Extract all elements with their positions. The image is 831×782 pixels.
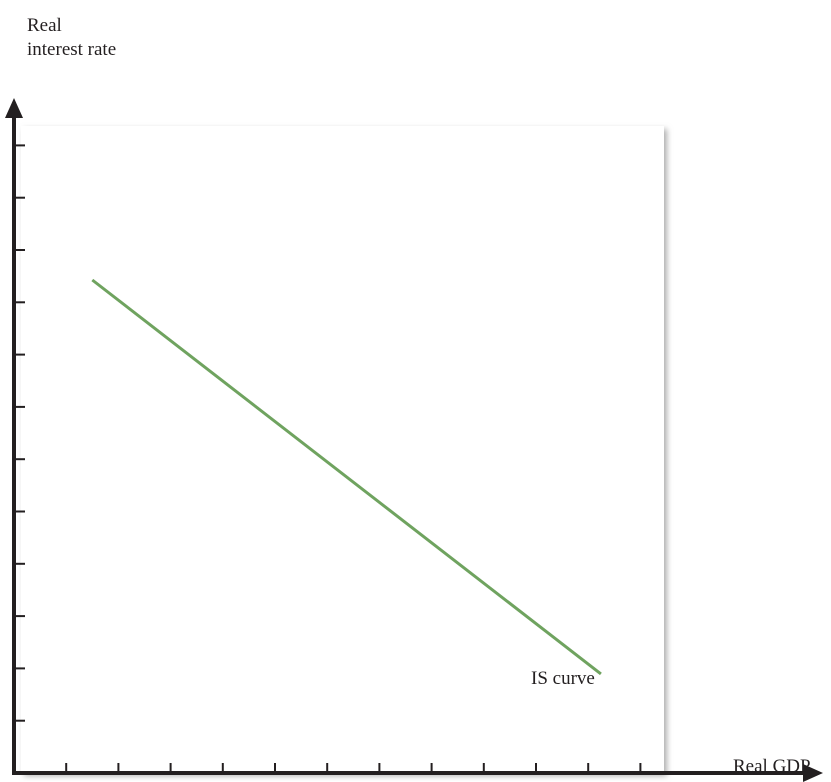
- x-axis-label: Real GDP: [733, 756, 811, 777]
- axis-ticks: [14, 144, 642, 773]
- x-axis-arrowhead: [803, 764, 823, 782]
- y-axis-label-line-2: interest rate: [27, 39, 116, 60]
- series-layer: [91, 278, 602, 676]
- y-axis-arrowhead: [5, 98, 23, 118]
- axes: [5, 98, 823, 782]
- is-curve-line: [91, 278, 602, 676]
- is-curve-label: IS curve: [531, 668, 595, 689]
- plot-panel: [21, 126, 664, 773]
- y-axis-label-line-1: Real: [27, 15, 62, 36]
